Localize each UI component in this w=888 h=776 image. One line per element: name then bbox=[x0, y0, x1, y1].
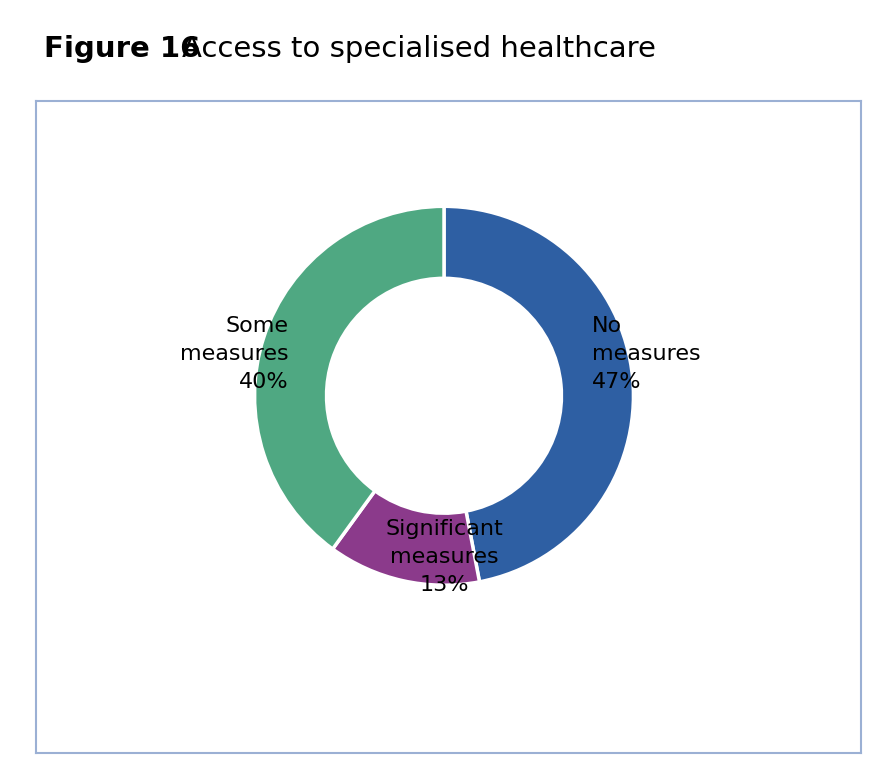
Text: Some
measures
40%: Some measures 40% bbox=[180, 316, 289, 392]
Text: Figure 16: Figure 16 bbox=[44, 35, 201, 63]
Wedge shape bbox=[333, 490, 480, 585]
Wedge shape bbox=[255, 206, 444, 549]
Wedge shape bbox=[444, 206, 633, 582]
Text: No
measures
47%: No measures 47% bbox=[591, 316, 701, 392]
Text: Access to specialised healthcare: Access to specialised healthcare bbox=[182, 35, 656, 63]
Text: Significant
measures
13%: Significant measures 13% bbox=[385, 519, 503, 594]
